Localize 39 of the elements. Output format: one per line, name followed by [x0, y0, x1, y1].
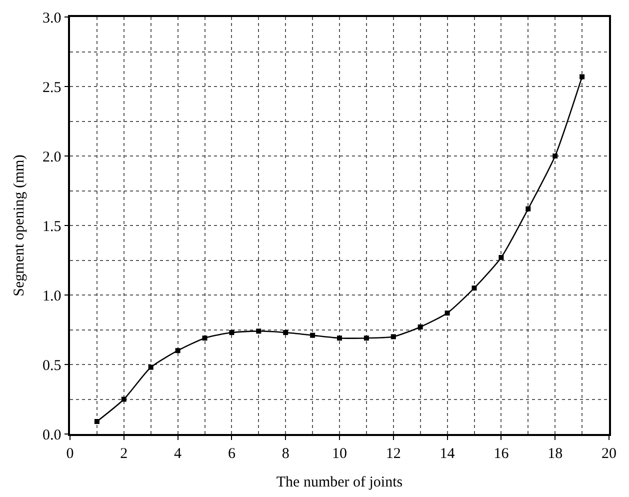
- point: [175, 348, 180, 354]
- point: [444, 310, 450, 316]
- y-tick-label: 1.0: [42, 288, 62, 304]
- x-tick-label: 14: [440, 446, 456, 462]
- point: [337, 336, 342, 341]
- x-tick-label: 0: [66, 446, 74, 462]
- x-tick-label: 2: [120, 446, 128, 462]
- y-axis-title: Segment opening (mm): [11, 154, 28, 296]
- point: [310, 332, 316, 338]
- point: [472, 286, 477, 291]
- x-tick-label: 12: [386, 446, 401, 462]
- x-tick-label: 8: [282, 446, 290, 462]
- x-tick-label: 18: [548, 446, 563, 462]
- x-tick-label: 20: [602, 446, 616, 462]
- point: [148, 364, 154, 370]
- point: [256, 328, 262, 334]
- point: [94, 418, 100, 424]
- x-tick-label: 10: [332, 446, 347, 462]
- y-tick-label: 0.0: [42, 427, 62, 444]
- x-tick-label: 4: [174, 446, 182, 462]
- point: [121, 396, 126, 402]
- point: [580, 74, 585, 80]
- point: [552, 154, 558, 158]
- y-tick-label: 3.0: [42, 10, 62, 26]
- point: [364, 336, 369, 341]
- y-tick-label: 0.5: [42, 358, 62, 374]
- point: [229, 330, 234, 336]
- x-tick-label: 6: [228, 446, 236, 462]
- y-tick-label: 1.5: [42, 218, 62, 235]
- point: [390, 334, 396, 340]
- y-tick-label: 2.0: [42, 149, 62, 166]
- point: [202, 336, 208, 341]
- y-tick-label: 2.5: [42, 80, 62, 96]
- point: [418, 324, 423, 330]
- x-tick-label: 16: [494, 446, 510, 462]
- x-axis-title: The number of joints: [276, 474, 403, 490]
- point: [526, 206, 531, 212]
- point: [498, 254, 504, 260]
- point: [283, 330, 288, 336]
